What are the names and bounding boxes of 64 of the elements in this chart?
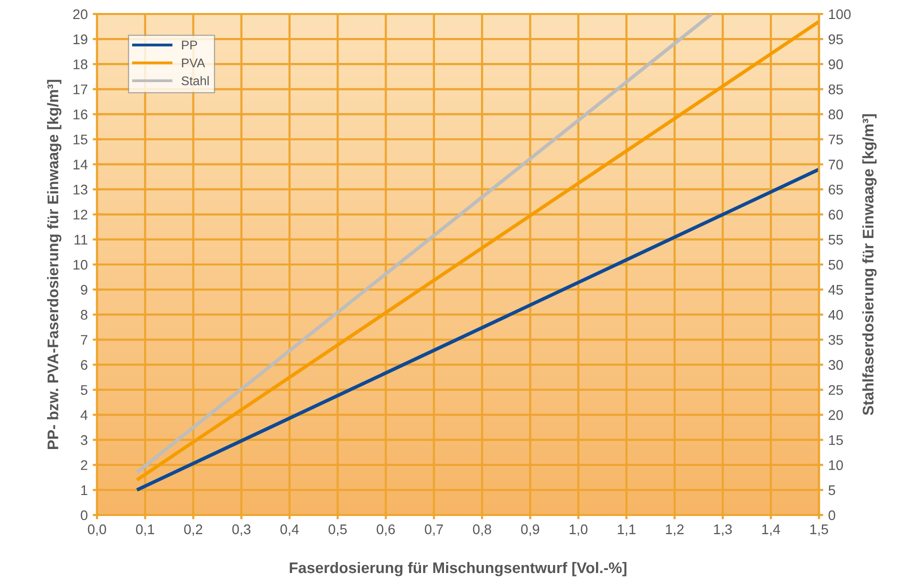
y-tick-label: 15 [74, 134, 88, 144]
x-tick-label: 0,1 [136, 524, 154, 536]
x-tick-label: 0,8 [472, 524, 492, 536]
y2-tick-label: 100 [829, 9, 851, 20]
y-tick-label: 17 [74, 84, 88, 94]
legend-label: PVA [182, 58, 206, 68]
y-tick-label: 20 [73, 9, 88, 20]
y-tick-label: 14 [74, 160, 88, 170]
y2-tick-label: 95 [828, 34, 843, 44]
y2-tick-label: 15 [829, 435, 843, 446]
y2-tick-label: 55 [828, 234, 843, 245]
x-axis-title: Faserdosierung für Mischungsentwurf [Vol.-%] [290, 562, 626, 576]
y-tick-label: 10 [74, 260, 88, 270]
y2-tick-label: 25 [828, 385, 843, 395]
x-tick-label: 1,4 [762, 524, 780, 536]
y2-tick-label: 75 [828, 134, 843, 144]
y-tick-label: 5 [80, 385, 88, 395]
y2-tick-label: 35 [828, 334, 843, 345]
x-tick-label: 1,0 [570, 524, 588, 536]
x-tick-label: 1,3 [714, 524, 732, 536]
x-tick-label: 0,4 [280, 524, 299, 536]
y-tick-label: 11 [74, 234, 88, 244]
y-tick-label: 2 [80, 460, 88, 470]
y2-tick-label: 40 [828, 310, 843, 320]
x-tick-label: 0,5 [328, 524, 347, 536]
y-tick-label: 9 [80, 284, 88, 295]
x-tick-label: 1,5 [810, 524, 828, 536]
y-tick-label: 0 [80, 510, 88, 520]
y-tick-label: 1 [81, 485, 88, 495]
y2-tick-label: 80 [828, 110, 843, 120]
x-tick-label: 0,6 [376, 524, 395, 536]
y2-tick-label: 10 [829, 460, 843, 470]
y2-tick-label: 20 [828, 410, 843, 420]
y2-tick-label: 5 [828, 485, 836, 496]
y-tick-label: 12 [74, 210, 88, 220]
x-tick-label: 0,9 [521, 524, 540, 536]
x-tick-label: 0,3 [232, 524, 250, 536]
x-tick-label: 0,0 [88, 524, 106, 536]
y-tick-label: 4 [80, 410, 88, 420]
x-tick-label: 0,2 [184, 524, 202, 536]
y2-tick-label: 65 [828, 184, 843, 195]
y-tick-label: 16 [74, 110, 88, 120]
y-tick-label: 13 [74, 184, 88, 195]
y2-axis-title: Stahlfaserdosierung für Einwaage [kg/m³] [862, 114, 877, 416]
y-tick-label: 6 [80, 360, 88, 370]
y2-tick-label: 90 [828, 59, 843, 70]
y2-tick-label: 30 [828, 360, 843, 370]
y-tick-label: 18 [74, 59, 88, 70]
x-tick-label: 0,7 [424, 524, 443, 536]
y2-tick-label: 85 [828, 84, 843, 94]
legend-label: PP [182, 40, 198, 50]
y-tick-label: 3 [80, 435, 88, 446]
y2-tick-label: 60 [828, 210, 843, 220]
y2-tick-label: 0 [828, 510, 836, 520]
y-tick-label: 19 [74, 34, 88, 44]
y-tick-label: 7 [80, 335, 88, 345]
y-tick-label: 8 [80, 310, 88, 320]
y2-tick-label: 70 [828, 160, 843, 170]
y-axis-title: PP- bzw. PVA-Faserdosierung für Einwaage [kg/m³] [47, 80, 62, 449]
y2-tick-label: 45 [828, 285, 843, 295]
x-tick-label: 1,1 [618, 524, 636, 536]
legend-label: Stahl [182, 76, 209, 86]
x-tick-label: 1,2 [666, 524, 684, 536]
y2-tick-label: 50 [828, 260, 843, 270]
